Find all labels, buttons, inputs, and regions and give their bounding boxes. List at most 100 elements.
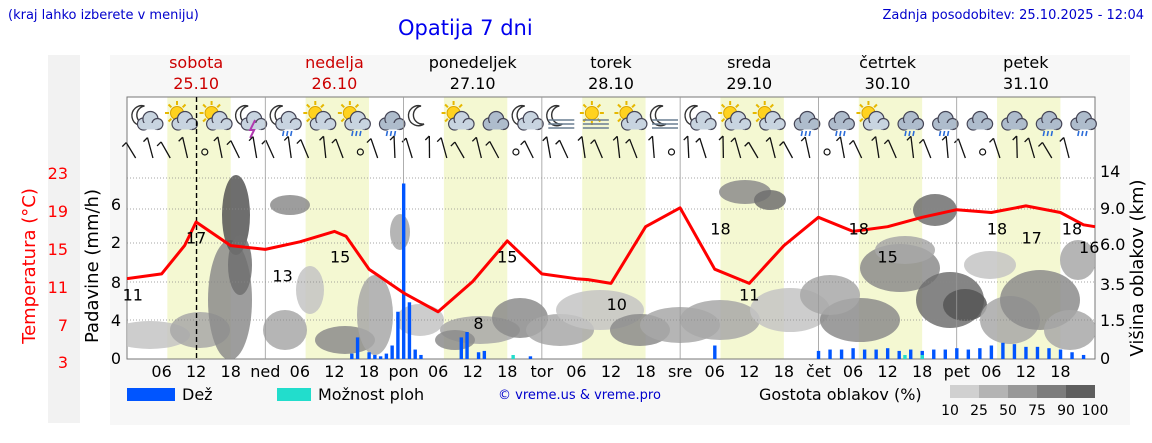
rain-bar xyxy=(373,354,377,359)
precipitation-axis-label: Padavine (mm/h) xyxy=(82,189,103,343)
precipitation-tick: 4 xyxy=(111,311,121,330)
day-date: 26.10 xyxy=(312,74,358,93)
credit-link[interactable]: © vreme.us & vreme.pro xyxy=(498,388,661,403)
time-tick: sre xyxy=(668,362,692,381)
wind-barb-icon xyxy=(744,141,759,159)
rain-bar xyxy=(955,348,959,359)
left-gutter xyxy=(48,55,80,423)
storm-legend-swatch xyxy=(277,388,311,401)
cloud-height-tick: 1.5 xyxy=(1100,311,1125,330)
wind-barb-icon xyxy=(848,139,863,159)
day-name: sobota xyxy=(169,53,223,72)
rain-bar xyxy=(378,356,383,359)
plot-border xyxy=(126,96,1096,360)
wind-barb-icon xyxy=(730,137,742,159)
wind-barb-icon xyxy=(389,135,396,159)
rain-bar xyxy=(839,349,844,359)
cloud-density-swatch xyxy=(979,385,1008,398)
time-tick: 12 xyxy=(739,362,759,381)
wind-barb-icon xyxy=(512,148,520,156)
wind-barb-icon xyxy=(800,136,811,159)
rain-bar xyxy=(1024,346,1028,359)
day-date: 27.10 xyxy=(450,74,496,93)
day-date: 31.10 xyxy=(1003,74,1049,93)
storm-bar xyxy=(511,355,515,359)
temperature-tick: 15 xyxy=(48,240,68,259)
rain-legend-label: Dež xyxy=(182,385,213,404)
rain-bar xyxy=(851,348,855,359)
precipitation-bars xyxy=(350,183,1086,359)
wind-barb-icon xyxy=(883,139,897,159)
temperature-label: 10 xyxy=(607,295,627,314)
sun-cloud-icon xyxy=(614,101,648,131)
cloud-density-patch xyxy=(875,236,935,264)
moon-cloud-icon xyxy=(511,104,544,131)
wind-barb-icon xyxy=(331,138,344,159)
precipitation-tick: 0 xyxy=(111,349,121,368)
rain-bar xyxy=(1047,348,1051,359)
wind-barb-icon xyxy=(590,139,603,159)
rain-bar xyxy=(396,311,400,359)
day-name: nedelja xyxy=(305,53,364,72)
rain-bar xyxy=(367,352,371,359)
cloud-rain-icon xyxy=(378,110,406,137)
precipitation-tick: 8 xyxy=(111,273,121,292)
sun-cloud-icon xyxy=(856,101,890,131)
cloud-density-swatch xyxy=(1066,385,1095,398)
wind-barb-icon xyxy=(485,141,500,159)
wind-barb-icon xyxy=(471,136,482,159)
time-tick: 06 xyxy=(705,362,725,381)
location-hint-link[interactable]: (kraj lahko izberete v meniju) xyxy=(8,8,199,23)
rain-bar xyxy=(401,183,406,359)
temperature-label: 11 xyxy=(123,285,143,304)
cloud-density-patch xyxy=(222,175,250,255)
wind-barb-icon xyxy=(683,135,690,159)
rain-bar xyxy=(943,349,947,359)
cloud-height-tick: 3.5 xyxy=(1100,275,1125,294)
wind-barb-icon xyxy=(296,139,310,159)
temperature-line xyxy=(126,204,1096,314)
time-tick: 18 xyxy=(635,362,655,381)
moon-cloud-icon xyxy=(684,104,717,131)
wind-barb-icon xyxy=(156,141,171,159)
wind-barb-icon xyxy=(121,142,137,159)
temperature-tick: 19 xyxy=(48,202,68,221)
temperature-tick: 7 xyxy=(58,316,68,335)
time-tick: 18 xyxy=(359,362,379,381)
cloud-density-patch xyxy=(680,300,760,340)
wind-barb-icon xyxy=(667,148,676,156)
cloud-density-swatch xyxy=(950,385,979,398)
rain-bar xyxy=(350,353,354,359)
temperature-label: 18 xyxy=(1062,219,1082,238)
sun-cloud-icon xyxy=(165,101,199,131)
cloud-density-patch xyxy=(1060,240,1095,280)
cloud-density-scale-label: 75 xyxy=(1028,403,1046,419)
time-tick: 12 xyxy=(324,362,344,381)
wind-barb-icon xyxy=(612,135,621,159)
day-name: ponedeljek xyxy=(429,53,518,72)
rain-bar xyxy=(874,349,878,359)
rain-bar xyxy=(828,349,832,359)
rain-bar xyxy=(862,349,867,359)
wind-barb-icon xyxy=(356,148,364,156)
day-name: petek xyxy=(1003,53,1049,72)
rain-bar xyxy=(932,349,936,359)
rain-bar xyxy=(1012,344,1017,359)
wind-barb-icon xyxy=(436,137,448,159)
moon-cloud-icon xyxy=(131,104,164,131)
wind-barb-icon xyxy=(555,139,569,159)
temperature-label: 15 xyxy=(497,248,517,267)
temperature-label: 18 xyxy=(987,219,1007,238)
day-name: sreda xyxy=(727,53,771,72)
rain-bar xyxy=(528,356,533,359)
cloud-rain-icon xyxy=(1035,110,1063,137)
cloud-density-scale-label: 90 xyxy=(1057,403,1075,419)
precipitation-tick: 2 xyxy=(111,233,121,252)
wind-barb-icon xyxy=(201,148,209,156)
storm-bar xyxy=(920,355,924,359)
wind-barb-icon xyxy=(625,138,638,159)
cloud-density-swatch xyxy=(1037,385,1066,398)
time-tick: ned xyxy=(250,362,280,381)
cloud-density-scale-label: 10 xyxy=(941,403,959,419)
